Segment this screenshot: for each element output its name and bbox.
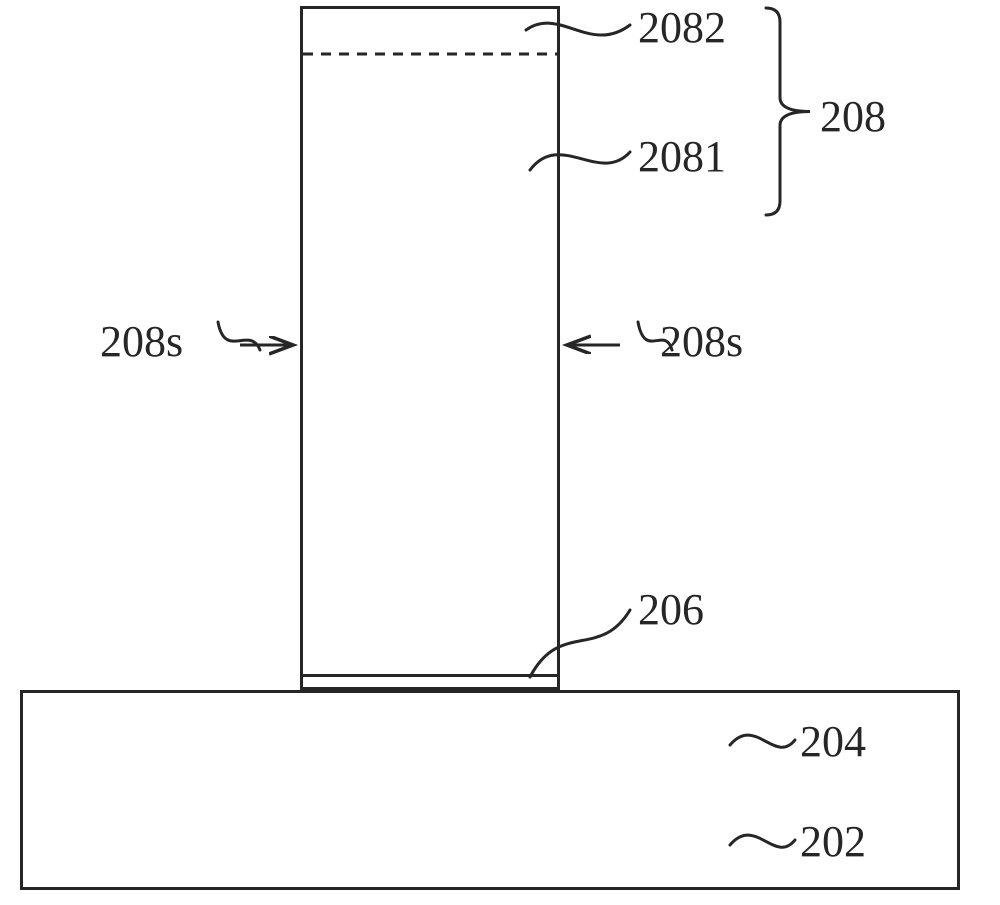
diagram-stage: 2082 2081 206 204 202 208s 208s 208 [0, 0, 1000, 905]
label-206: 206 [638, 588, 704, 632]
label-208s-right: 208s [660, 320, 743, 364]
layer-206-gate-oxide [300, 674, 560, 690]
label-202: 202 [800, 820, 866, 864]
label-2081: 2081 [638, 135, 726, 179]
label-204: 204 [800, 720, 866, 764]
label-208s-left: 208s [100, 320, 183, 364]
label-208-brace: 208 [820, 95, 886, 139]
label-2082: 2082 [638, 6, 726, 50]
layer-208-gate [300, 6, 560, 674]
